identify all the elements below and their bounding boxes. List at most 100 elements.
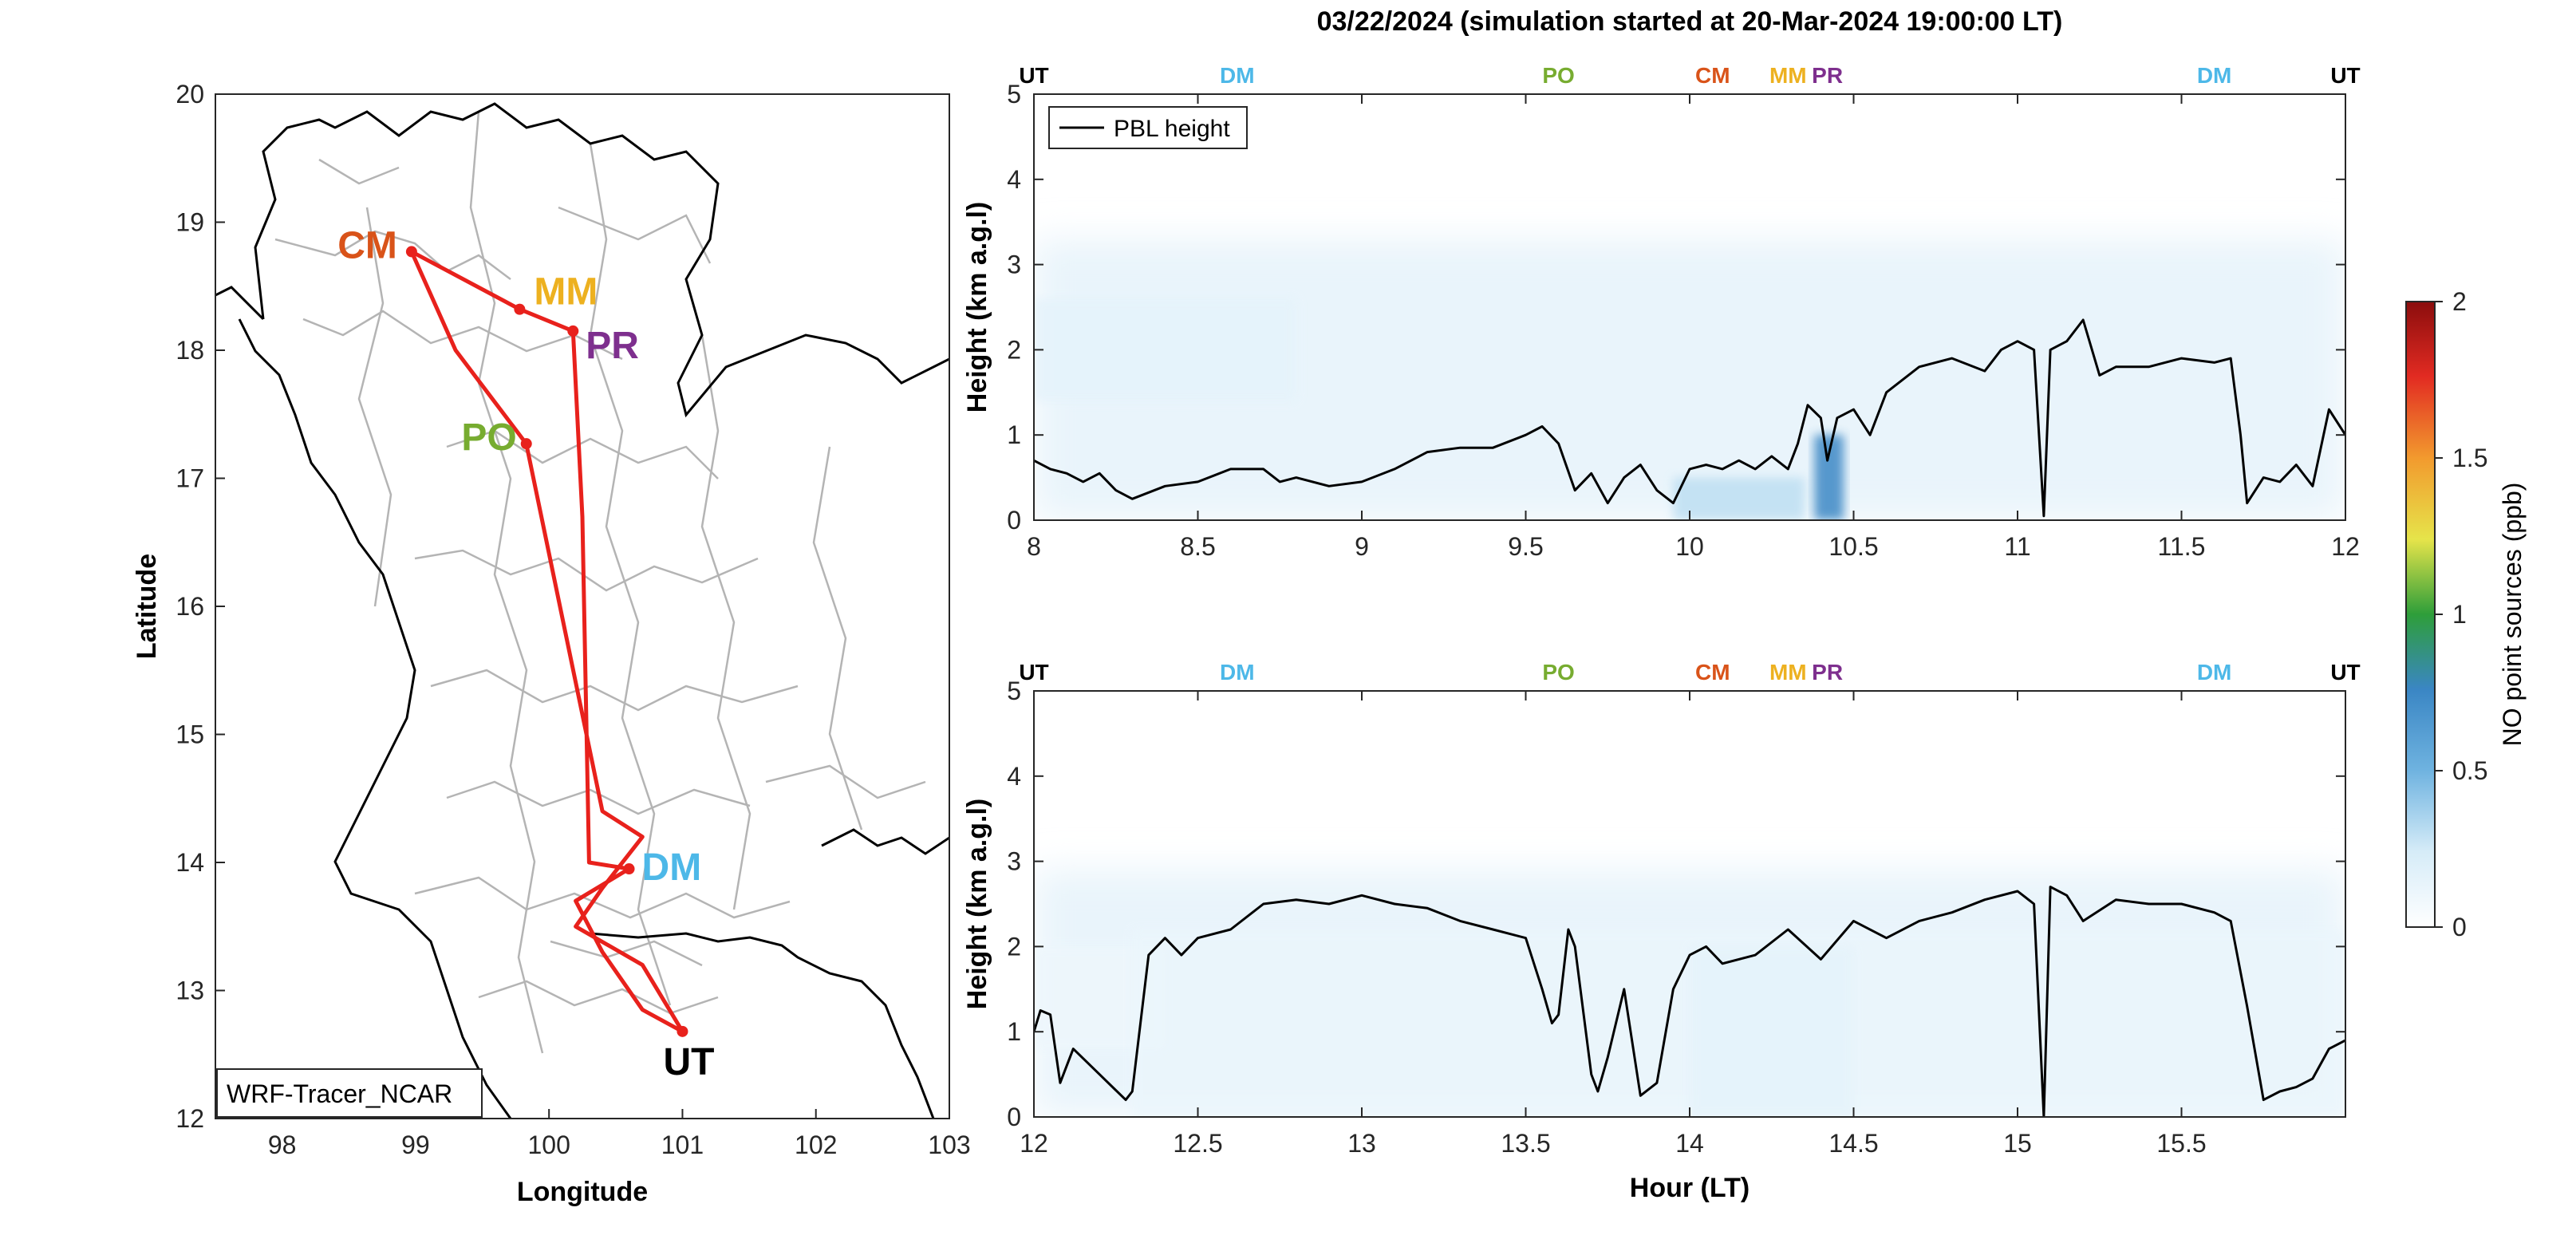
- map-ytick-label: 13: [176, 977, 204, 1005]
- p1-xtick-label: 10.5: [1828, 532, 1878, 561]
- map-ytick-label: 12: [176, 1104, 204, 1133]
- p1-event-dm: DM: [2197, 63, 2232, 88]
- map-xtick-label: 100: [527, 1131, 570, 1159]
- p1-xtick-label: 8: [1027, 532, 1041, 561]
- p2-ytick-label: 4: [1007, 762, 1021, 791]
- colorbar: 0 0.5 1 1.5 2 NO point sources (ppb): [2405, 287, 2527, 941]
- p2-xtick-label: 13.5: [1501, 1129, 1550, 1158]
- colorbar-tick-label: 2: [2452, 287, 2467, 316]
- p1-xtick-label: 11.5: [2158, 532, 2206, 561]
- p2-event-dm: DM: [1220, 660, 1255, 685]
- colorbar-tick-label: 0: [2452, 913, 2467, 941]
- p1-xtick-label: 12: [2331, 532, 2360, 561]
- p2-event-pr: PR: [1812, 660, 1843, 685]
- p1-ytick-label: 3: [1007, 251, 1021, 279]
- p1-xtick-label: 11: [2004, 532, 2030, 561]
- map-xtick-label: 101: [661, 1131, 704, 1159]
- p2-xtick-label: 15.5: [2156, 1129, 2206, 1158]
- colorbar-tick-label: 1: [2452, 600, 2467, 629]
- p2-event-dm: DM: [2197, 660, 2232, 685]
- p1-event-pr: PR: [1812, 63, 1843, 88]
- map-xtick-label: 102: [795, 1131, 837, 1159]
- p2-ytick-label: 1: [1007, 1017, 1021, 1046]
- site-label-mm: MM: [534, 271, 598, 314]
- map-xlabel: Longitude: [517, 1177, 648, 1207]
- map-ytick-label: 18: [176, 336, 204, 365]
- site-label-pr: PR: [586, 325, 639, 367]
- p1-event-ut: UT: [1019, 63, 1048, 88]
- map-ytick-label: 20: [176, 80, 204, 109]
- p2-event-ut: UT: [2330, 660, 2360, 685]
- p1-concentration-patch: [1673, 477, 1805, 520]
- p1-concentration-patch: [1814, 435, 1844, 520]
- p2-xtick-label: 12: [1020, 1129, 1048, 1158]
- p1-xtick-label: 10: [1675, 532, 1704, 561]
- figure-title: 03/22/2024 (simulation started at 20-Mar…: [1317, 6, 2063, 37]
- p2-xtick-label: 13: [1347, 1129, 1376, 1158]
- site-label-po: PO: [461, 416, 516, 459]
- p1-ytick-label: 1: [1007, 420, 1021, 449]
- p1-ytick-label: 2: [1007, 335, 1021, 364]
- site-marker-mm: [514, 303, 526, 315]
- map-xtick-label: 99: [401, 1131, 430, 1159]
- p1-ytick-label: 4: [1007, 165, 1021, 194]
- p1-ytick-label: 5: [1007, 80, 1021, 109]
- p2-concentration-patch: [1690, 946, 1854, 1117]
- map-ylabel: Latitude: [132, 554, 162, 659]
- bottom-xlabel: Hour (LT): [1630, 1173, 1750, 1203]
- p2-xtick-label: 14: [1675, 1129, 1704, 1158]
- colorbar-label: NO point sources (ppb): [2498, 483, 2527, 747]
- map-legend-label: WRF-Tracer_NCAR: [227, 1079, 452, 1108]
- p2-event-ut: UT: [1019, 660, 1048, 685]
- p2-ytick-label: 0: [1007, 1103, 1021, 1131]
- site-label-dm: DM: [642, 846, 702, 889]
- map-xtick-label: 98: [268, 1131, 297, 1159]
- p1-xtick-label: 9.5: [1508, 532, 1543, 561]
- map-legend-box: [216, 1068, 483, 1118]
- p1-event-dm: DM: [1220, 63, 1255, 88]
- p1-concentration-patch: [1034, 298, 1296, 401]
- p2-xtick-label: 14.5: [1828, 1129, 1878, 1158]
- p2-event-po: PO: [1542, 660, 1574, 685]
- p1-event-mm: MM: [1769, 63, 1807, 88]
- colorbar-tick-label: 1.5: [2452, 444, 2487, 472]
- site-label-cm: CM: [337, 224, 397, 266]
- p2-ytick-label: 3: [1007, 847, 1021, 876]
- site-marker-dm: [623, 863, 635, 875]
- map-xtick-label: 103: [928, 1131, 970, 1159]
- p2-xtick-label: 15: [2003, 1129, 2032, 1158]
- province-boundaries: [274, 111, 926, 1054]
- site-marker-cm: [405, 246, 417, 258]
- p1-event-cm: CM: [1695, 63, 1730, 88]
- colorbar-tick-label: 0.5: [2452, 756, 2487, 785]
- p1-event-ut: UT: [2330, 63, 2360, 88]
- p1-xtick-label: 8.5: [1180, 532, 1215, 561]
- bottom-ylabel: Height (km a.g.l): [962, 799, 992, 1009]
- p2-event-mm: MM: [1769, 660, 1807, 685]
- site-marker-ut: [677, 1025, 688, 1037]
- top-legend: PBL height: [1048, 106, 1248, 149]
- colorbar-gradient: [2405, 301, 2436, 928]
- map-ytick-label: 14: [176, 848, 204, 877]
- map-ytick-label: 17: [176, 464, 204, 493]
- p2-ytick-label: 5: [1007, 677, 1021, 705]
- top-ylabel: Height (km a.g.l): [962, 202, 992, 412]
- flight-route: [409, 249, 684, 1034]
- p1-event-po: PO: [1542, 63, 1574, 88]
- p2-event-cm: CM: [1695, 660, 1730, 685]
- country-borders: [215, 102, 949, 1119]
- map-ytick-label: 16: [176, 592, 204, 621]
- p1-ytick-label: 0: [1007, 506, 1021, 535]
- p2-ytick-label: 2: [1007, 932, 1021, 961]
- top-pbl-line: [1034, 318, 2345, 518]
- bottom-pbl-line: [1034, 886, 2345, 1117]
- map-ytick-label: 15: [176, 720, 204, 749]
- site-label-ut: UT: [663, 1041, 714, 1083]
- p2-xtick-label: 12.5: [1173, 1129, 1222, 1158]
- map-panel: CM MM PR PO DM UT 98 99 100 101 102 103 12 13 14 15 16 1…: [132, 80, 971, 1207]
- site-marker-po: [520, 438, 532, 450]
- top-legend-label: PBL height: [1114, 116, 1230, 142]
- map-ytick-label: 19: [176, 208, 204, 237]
